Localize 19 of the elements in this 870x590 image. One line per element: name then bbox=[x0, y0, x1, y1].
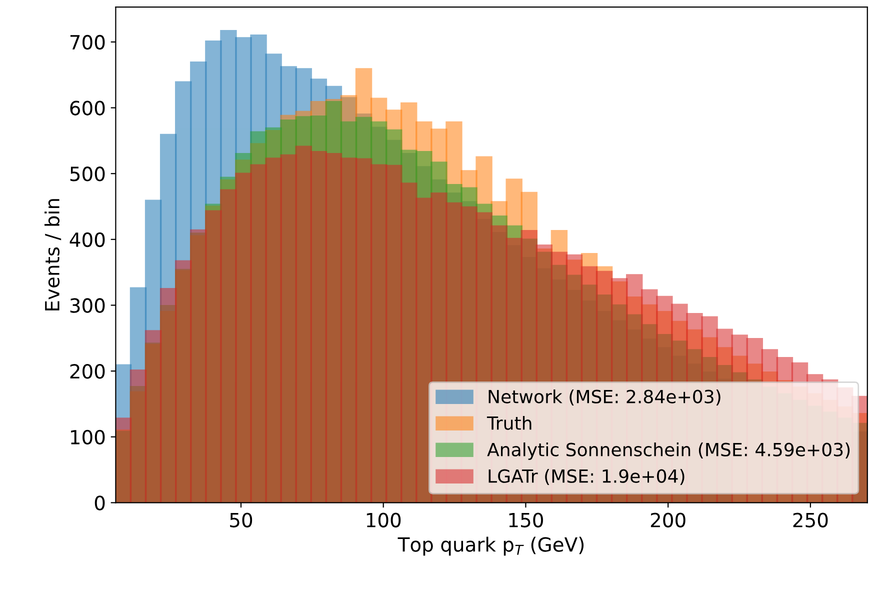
legend-label: Analytic Sonnenschein (MSE: 4.59e+03) bbox=[487, 442, 850, 460]
x-tick-label: 200 bbox=[650, 512, 686, 528]
x-tick-label: 50 bbox=[230, 512, 252, 528]
x-tick-label: 150 bbox=[509, 512, 543, 528]
y-tick-label: 300 bbox=[70, 298, 105, 313]
y-tick-label: 200 bbox=[70, 364, 105, 379]
y-tick-label: 600 bbox=[70, 100, 105, 116]
y-tick-label: 0 bbox=[94, 496, 105, 510]
y-tick-label: 500 bbox=[70, 166, 105, 182]
x-axis-title: Top quark p$_{T}$ (GeV) bbox=[398, 536, 584, 556]
y-tick-label: 400 bbox=[70, 232, 105, 248]
x-tick-label: 100 bbox=[366, 512, 401, 528]
legend-label: Network (MSE: 2.84e+03) bbox=[488, 389, 720, 406]
y-tick-label: 700 bbox=[70, 34, 105, 50]
x-tick-label: 250 bbox=[793, 512, 828, 528]
y-axis-title: Events / bin bbox=[44, 199, 62, 310]
legend-label: Truth bbox=[486, 416, 532, 430]
legend-label: LGATr (MSE: 1.9e+04) bbox=[488, 468, 684, 486]
y-tick-label: 100 bbox=[71, 430, 105, 445]
